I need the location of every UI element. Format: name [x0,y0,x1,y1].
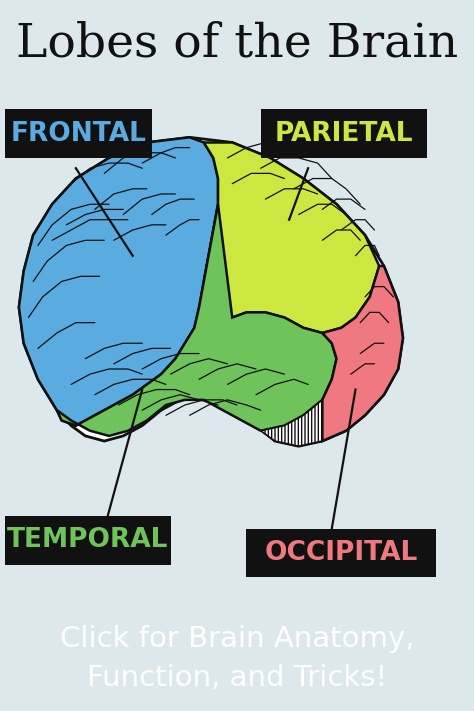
Polygon shape [261,400,322,447]
Text: Click for Brain Anatomy,
Function, and Tricks!: Click for Brain Anatomy, Function, and T… [60,625,414,692]
Polygon shape [322,266,403,441]
Polygon shape [19,137,403,447]
Text: FRONTAL: FRONTAL [10,121,146,146]
Text: PARIETAL: PARIETAL [274,121,413,146]
Text: OCCIPITAL: OCCIPITAL [264,540,418,566]
Text: TEMPORAL: TEMPORAL [7,528,168,553]
FancyBboxPatch shape [246,528,436,577]
Polygon shape [204,142,379,343]
FancyBboxPatch shape [5,109,152,158]
FancyBboxPatch shape [261,109,427,158]
Polygon shape [57,204,337,436]
FancyBboxPatch shape [5,515,171,565]
Polygon shape [19,137,218,426]
Text: Lobes of the Brain: Lobes of the Brain [16,21,458,66]
